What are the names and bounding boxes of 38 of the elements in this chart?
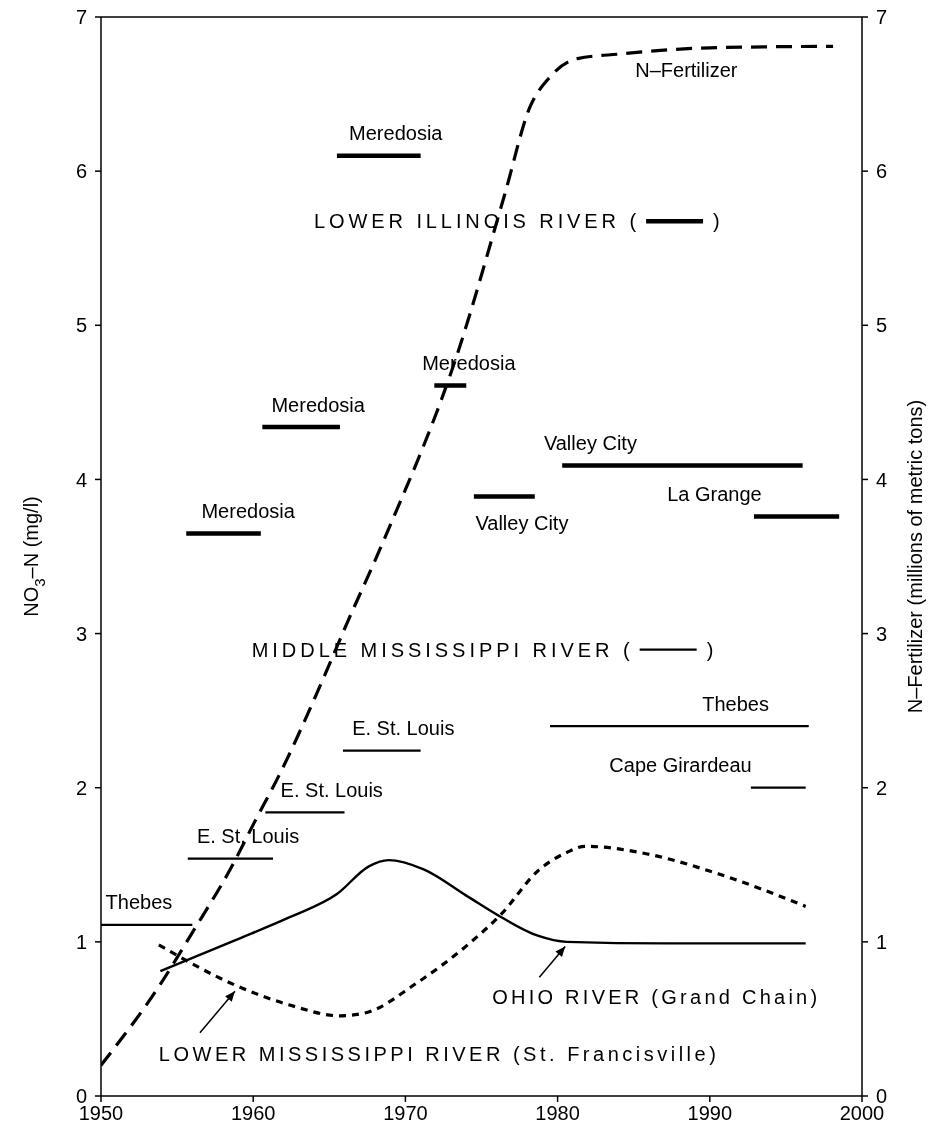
annotation: Valley City (543, 432, 637, 455)
annotation: E. St. Louis (352, 717, 455, 740)
annotation: Cape Girardeau (609, 754, 752, 777)
y-tick-label: 5 (75, 314, 87, 337)
annotation: Meredosia (271, 393, 366, 416)
annotation: Meredosia (201, 499, 296, 522)
annotation: Valley City (475, 512, 569, 535)
y2-tick-label: 1 (876, 930, 888, 953)
text: MIDDLE MISSISSIPPI RIVER ( ) (251, 638, 714, 661)
annotation: La Grange (667, 483, 762, 506)
annotation: N–Fertilizer (635, 59, 738, 82)
y2-tick-label: 2 (876, 776, 888, 799)
x-tick-label: 1960 (230, 1102, 276, 1125)
x-tick-label: 1970 (383, 1102, 428, 1125)
annotation: Meredosia (422, 351, 517, 374)
x-tick-label: 2000 (839, 1102, 885, 1125)
annotation: OHIO RIVER (Grand Chain) (492, 985, 818, 1008)
x-tick-label: 1980 (535, 1102, 580, 1125)
annotation: E. St. Louis (196, 825, 300, 848)
y-tick-label: 6 (75, 160, 87, 183)
y-tick-label: 7 (75, 6, 87, 29)
x-tick-label: 1950 (78, 1102, 124, 1125)
annotation: Thebes (702, 692, 769, 715)
y2-tick-label: 5 (876, 314, 888, 337)
y-tick-label: 4 (75, 468, 87, 491)
y-tick-label: 2 (75, 776, 87, 799)
annotation: Thebes (105, 891, 173, 914)
y-tick-label: 3 (75, 622, 87, 645)
y2-tick-label: 6 (876, 160, 888, 183)
y2-tick-label: 3 (876, 622, 888, 645)
annotation: E. St. Louis (280, 778, 383, 801)
y2-tick-label: 7 (876, 6, 888, 29)
annotation: Meredosia (349, 122, 444, 145)
y2-tick-label: 4 (876, 468, 888, 491)
annotation: LOWER MISSISSIPPI RIVER (St. Francisville) (158, 1042, 716, 1065)
y2-axis-title: N–Fertilizer (millions of metric tons) (904, 399, 927, 714)
x-tick-label: 1990 (687, 1102, 733, 1125)
y-tick-label: 1 (75, 930, 87, 953)
